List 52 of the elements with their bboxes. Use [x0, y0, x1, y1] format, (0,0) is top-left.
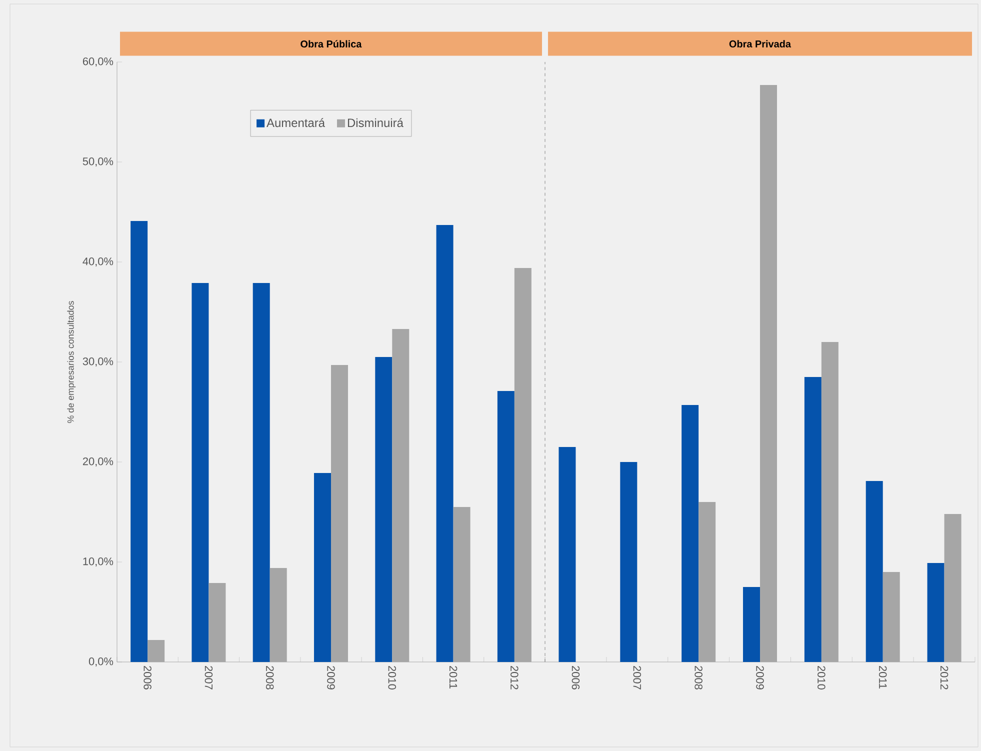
x-tick-label: 2011 — [449, 666, 458, 689]
bar — [497, 390, 514, 662]
bar — [944, 514, 962, 662]
bar — [192, 282, 209, 662]
chart-title: Obra Privada — [729, 40, 792, 48]
y-tick-label: 40,0% — [82, 257, 114, 267]
x-tick-label: 2007 — [204, 666, 213, 690]
x-tick-label: 2012 — [510, 666, 518, 690]
bar — [743, 586, 760, 662]
bar — [927, 562, 944, 662]
bar — [252, 282, 270, 662]
x-tick-label: 2012 — [940, 666, 948, 690]
y-tick-label: 20,0% — [82, 457, 114, 467]
x-tick-label: 2008 — [694, 666, 702, 690]
bar — [620, 462, 638, 662]
bar — [866, 480, 883, 662]
bar — [314, 472, 332, 662]
y-tick-label: 0,0% — [88, 657, 114, 667]
bar — [453, 506, 470, 662]
x-tick-label: 2011 — [878, 666, 887, 689]
bar — [698, 502, 716, 662]
y-tick-label: 60,0% — [82, 57, 114, 67]
x-tick-label: 2006 — [572, 666, 580, 690]
bar — [392, 328, 410, 662]
bar — [375, 356, 392, 662]
chart-title: Obra Pública — [300, 40, 362, 48]
x-tick-label: 2009 — [756, 666, 764, 690]
x-tick-label: 2010 — [818, 666, 826, 690]
bar — [270, 568, 287, 662]
x-tick-label: 2010 — [388, 666, 396, 690]
x-tick-label: 2008 — [266, 666, 274, 690]
x-tick-label: 2009 — [327, 666, 335, 690]
y-tick-label: 10,0% — [83, 557, 114, 567]
bar — [821, 342, 838, 662]
bar — [804, 376, 822, 662]
bar — [331, 364, 348, 662]
x-tick-label: 2007 — [633, 666, 642, 690]
y-tick-label: 30,0% — [82, 357, 114, 367]
bar — [148, 640, 165, 662]
bar — [130, 220, 148, 662]
bar — [514, 268, 532, 662]
legend-label: Aumentará — [266, 118, 326, 128]
bar — [558, 446, 576, 662]
bar — [682, 404, 699, 662]
legend-label: Disminuirá — [348, 118, 404, 128]
bar — [436, 224, 454, 662]
y-axis-title: % de empresarios consultados — [67, 301, 76, 423]
bar — [208, 582, 226, 662]
x-tick-label: 2006 — [144, 666, 152, 690]
bar — [882, 572, 900, 662]
bar — [760, 84, 778, 662]
y-tick-label: 50,0% — [82, 157, 114, 167]
